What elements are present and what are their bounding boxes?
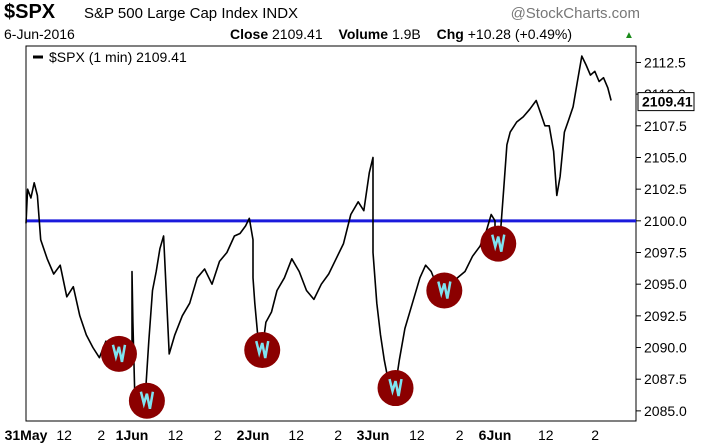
y-tick-label: 2087.5	[644, 371, 687, 387]
x-tick-label: 2	[456, 427, 464, 443]
volume-label: Volume	[338, 26, 389, 42]
low-highlight-circle	[377, 370, 414, 407]
chg-value: +10.28 (+0.49%)	[467, 26, 573, 42]
highlight-spike	[255, 340, 270, 359]
y-tick-label: 2085.0	[644, 403, 687, 419]
highlight-spike	[388, 378, 403, 397]
ticker-symbol: $SPX	[4, 1, 56, 23]
y-tick-label: 2107.5	[644, 118, 687, 134]
highlight-spike	[111, 344, 127, 363]
y-tick-label: 2092.5	[644, 308, 687, 324]
low-highlight-circle	[244, 332, 281, 369]
plot-frame	[25, 45, 637, 422]
chg-label: Chg	[436, 26, 464, 42]
legend-label: $SPX (1 min) 2109.41	[49, 49, 187, 65]
y-tick-label: 2100.0	[644, 213, 687, 229]
x-tick-label: 12	[538, 427, 554, 443]
index-full-name: S&P 500 Large Cap Index	[84, 5, 259, 22]
index-name: S&P 500 Large Cap Index INDX	[84, 5, 298, 22]
y-tick-label: 2112.5	[644, 54, 686, 70]
last-value-box	[637, 92, 695, 112]
exchange-code: INDX	[262, 5, 299, 22]
x-tick-label: 2	[334, 427, 342, 443]
x-tick-label: 31May	[5, 427, 48, 443]
x-tick-label: 2	[214, 427, 222, 443]
volume-value: 1.9B	[391, 26, 421, 42]
quote-stats: Close 2109.41 Volume 1.9B Chg +10.28 (+0…	[230, 26, 572, 42]
highlight-spike	[139, 391, 155, 409]
x-tick-label: 2	[97, 427, 105, 443]
y-tick-label: 2097.5	[644, 245, 687, 261]
x-tick-label: 2Jun	[237, 427, 270, 443]
stockcharts-watermark: @StockCharts.com	[510, 5, 640, 22]
chart-header: $SPX S&P 500 Large Cap Index INDX @Stock…	[0, 0, 720, 46]
low-highlight-circle	[128, 382, 165, 419]
x-tick-label: 3Jun	[357, 427, 390, 443]
up-arrow-icon: ▲	[624, 30, 634, 41]
low-highlight-circle	[426, 272, 463, 309]
y-tick-label: 2090.0	[644, 340, 687, 356]
x-tick-label: 12	[288, 427, 304, 443]
x-tick-label: 6Jun	[479, 427, 512, 443]
x-tick-label: 12	[409, 427, 425, 443]
y-tick-label: 2105.0	[644, 149, 687, 165]
chart-date: 6-Jun-2016	[4, 26, 75, 42]
x-tick-label: 12	[56, 427, 72, 443]
highlight-spike	[437, 281, 452, 299]
low-highlight-circle	[480, 225, 517, 262]
x-tick-label: 12	[168, 427, 184, 443]
y-tick-label: 2102.5	[644, 181, 687, 197]
low-highlight-circle	[100, 335, 137, 372]
last-value-label: 2109.41	[642, 94, 693, 110]
x-tick-label: 2	[591, 427, 599, 443]
highlight-spike	[491, 234, 506, 252]
y-tick-label: 2095.0	[644, 276, 687, 292]
x-tick-label: 1Jun	[116, 427, 149, 443]
close-label: Close	[230, 26, 269, 42]
close-value: 2109.41	[272, 26, 323, 42]
